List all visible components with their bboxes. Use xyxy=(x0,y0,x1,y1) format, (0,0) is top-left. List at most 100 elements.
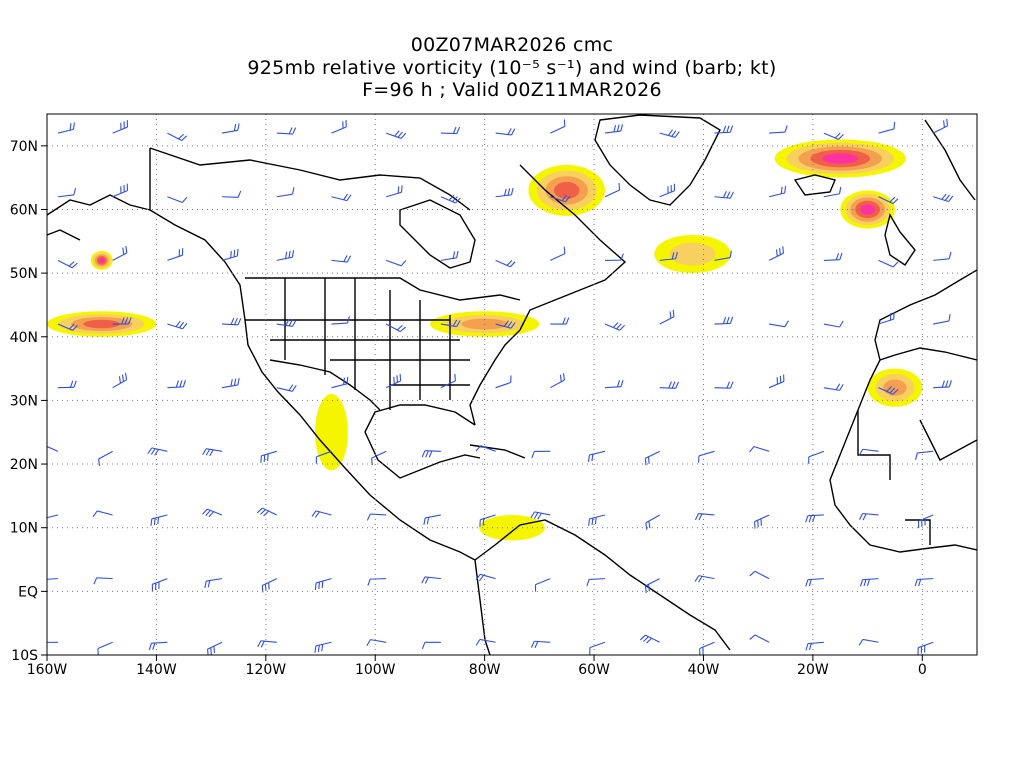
wind-barb-flag xyxy=(808,643,812,651)
wind-barb-flag xyxy=(530,641,535,648)
wind-barb-staff xyxy=(385,259,402,267)
wind-barb-staff xyxy=(534,511,551,516)
wind-barb-staff xyxy=(112,190,128,198)
wind-barb-flag xyxy=(178,321,185,329)
wind-barb-flag xyxy=(694,513,699,521)
wind-barb-flag xyxy=(672,309,675,317)
wind-barb-staff xyxy=(206,448,223,452)
wind-barb-flag xyxy=(839,384,844,391)
wind-barb-flag xyxy=(863,579,867,587)
wind-barb-flag xyxy=(237,378,240,386)
wind-barb-flag xyxy=(366,513,371,521)
wind-barb-staff xyxy=(699,641,715,649)
wind-barb-flag xyxy=(178,133,185,140)
wind-barb-flag xyxy=(263,454,266,462)
wind-barb-flag xyxy=(148,643,152,651)
wind-barb-staff xyxy=(714,322,731,325)
wind-barb-staff xyxy=(221,129,238,134)
wind-barb-flag xyxy=(425,450,429,458)
wind-barb-flag xyxy=(805,579,809,587)
wind-barb-flag xyxy=(69,323,75,330)
wind-barb-flag xyxy=(421,450,426,458)
wind-barb-flag xyxy=(150,448,156,455)
wind-barb-flag xyxy=(317,644,320,653)
wind-barb-flag xyxy=(475,574,481,581)
wind-barb-flag xyxy=(288,384,294,391)
map-title-line-1: 00Z07MAR2026 cmc xyxy=(410,34,614,56)
wind-barb-staff xyxy=(550,196,566,203)
wind-barb-flag xyxy=(124,317,129,325)
wind-barb-flag xyxy=(448,194,455,201)
wind-barb-staff xyxy=(495,323,512,329)
wind-barb-staff xyxy=(112,379,127,389)
wind-barb-flag xyxy=(510,187,514,195)
wind-barb-flag xyxy=(812,515,816,523)
wind-barb-staff xyxy=(698,450,715,457)
wind-barb-flag xyxy=(612,322,619,328)
wind-barb-staff xyxy=(933,386,950,389)
wind-barb-staff xyxy=(151,447,168,452)
wind-barb-staff xyxy=(769,131,786,134)
wind-barb-staff xyxy=(862,512,879,516)
wind-barb-flag xyxy=(121,317,125,325)
wind-barb-staff xyxy=(659,316,675,325)
wind-barb-flag xyxy=(234,317,238,325)
wind-barb-staff xyxy=(331,383,348,389)
wind-barb-flag xyxy=(452,319,458,327)
wind-barb-flag xyxy=(866,579,871,587)
wind-barb-staff xyxy=(659,190,675,198)
wind-barb-staff xyxy=(604,323,620,331)
wind-barb-staff xyxy=(385,380,401,389)
wind-barb-staff xyxy=(47,578,58,580)
wind-barb-flag xyxy=(285,318,290,326)
wind-barb-flag xyxy=(918,579,922,587)
wind-barb-flag xyxy=(948,251,952,259)
wind-barb-staff xyxy=(604,130,621,134)
wind-barb-flag xyxy=(729,191,734,199)
wind-barb-staff xyxy=(425,514,441,519)
wind-barb-flag xyxy=(805,515,809,523)
wind-barb-staff xyxy=(823,323,840,328)
wind-barb-staff xyxy=(823,193,840,198)
wind-barb-flag xyxy=(668,381,672,389)
wind-barb-staff xyxy=(315,578,332,584)
wind-barb-flag xyxy=(671,252,675,260)
lat-label-10N: 10N xyxy=(10,521,38,537)
hudson-bay xyxy=(399,199,476,269)
wind-barb-flag xyxy=(393,376,395,384)
wind-barb-flag xyxy=(858,448,864,456)
wind-barb-staff xyxy=(98,450,113,460)
wind-barb-flag xyxy=(396,375,399,383)
wind-barb-staff xyxy=(97,641,113,650)
lon-label-100W: 100W xyxy=(355,662,396,678)
wind-barb-flag xyxy=(729,125,734,133)
wind-barb-flag xyxy=(726,381,731,389)
wind-barb-flag xyxy=(648,584,650,592)
wind-barb-flag xyxy=(202,508,208,515)
wind-barb-flag xyxy=(71,262,78,269)
wind-barb-staff xyxy=(698,575,715,580)
wind-barb-flag xyxy=(507,128,512,135)
wind-barb-flag xyxy=(421,576,426,584)
wind-barb-flag xyxy=(181,135,188,141)
wind-barb-flag xyxy=(749,446,755,453)
wind-barb-flag xyxy=(346,376,349,384)
wind-barb-flag xyxy=(561,194,567,201)
wind-barb-flag xyxy=(503,188,507,196)
coastlines xyxy=(47,114,977,655)
wind-barb-staff xyxy=(370,639,387,643)
wind-barb-staff xyxy=(276,132,293,135)
wind-barb-staff xyxy=(440,323,457,328)
wind-barb-flag xyxy=(941,193,947,200)
wind-barb-flag xyxy=(456,126,461,134)
wind-barb-flag xyxy=(175,380,180,388)
wind-barb-flag xyxy=(892,388,899,395)
wind-barb-staff xyxy=(714,257,731,261)
wind-barb-flag xyxy=(209,449,214,457)
wind-barb-flag xyxy=(722,316,727,324)
wind-barb-staff xyxy=(331,322,348,325)
wind-barb-staff xyxy=(480,573,496,580)
map-title-line-3: F=96 h ; Valid 00Z11MAR2026 xyxy=(362,79,662,101)
wind-barb-staff xyxy=(221,255,238,261)
vorticity-mexico-coast-level-1 xyxy=(315,394,348,471)
